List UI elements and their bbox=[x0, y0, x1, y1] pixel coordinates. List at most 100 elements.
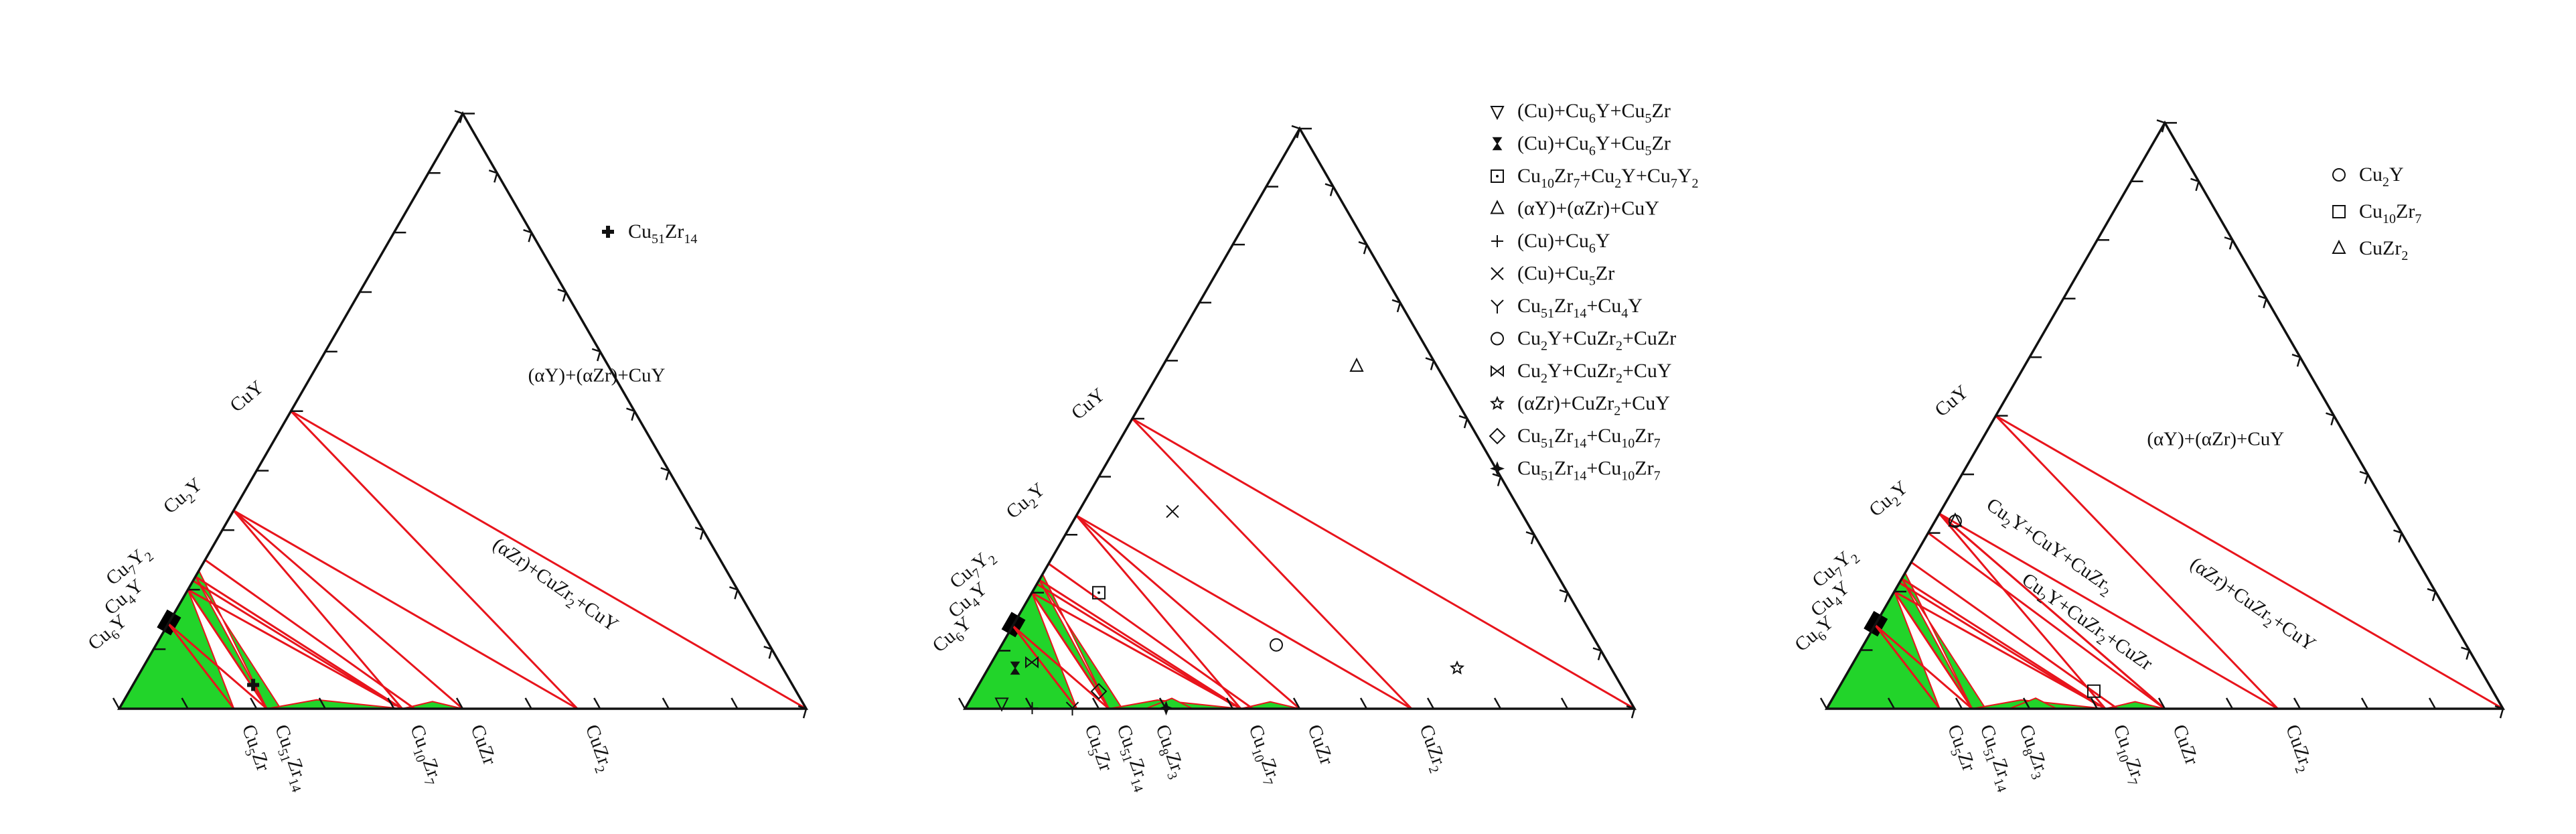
tie-line bbox=[1939, 512, 2279, 710]
right-tick bbox=[2190, 178, 2200, 192]
tie-line bbox=[1039, 579, 1241, 710]
legend-label: (αZr)+CuZr2+CuY bbox=[1517, 393, 1670, 419]
square-dot-marker bbox=[1092, 585, 1106, 600]
tie-line bbox=[192, 579, 396, 707]
bottom-tick bbox=[524, 697, 532, 709]
region-label: (αY)+(αZr)+CuY bbox=[528, 364, 666, 386]
legend-label: (αY)+(αZr)+CuY bbox=[1517, 198, 1659, 220]
tie-line bbox=[1075, 514, 1412, 710]
square-marker bbox=[2332, 205, 2346, 218]
region-label: (αZr)+CuZr2+CuY bbox=[487, 534, 623, 640]
right-tick bbox=[1324, 183, 1335, 196]
bowtie-marker bbox=[1491, 364, 1504, 378]
tie-line bbox=[1012, 625, 1110, 710]
tri-up-marker bbox=[2332, 239, 2346, 254]
bottom-tick bbox=[1292, 697, 1301, 709]
square-dot-marker bbox=[1491, 169, 1504, 183]
compound-label-bottom: CuZr bbox=[466, 721, 500, 768]
right-tick bbox=[2326, 412, 2335, 426]
circle-marker bbox=[2332, 168, 2346, 182]
tie-line bbox=[1901, 577, 2106, 710]
right-tick bbox=[1358, 240, 1368, 255]
legend-label: Cu2Y+CuZr2+CuZr bbox=[1517, 328, 1676, 354]
compound-label-bottom: Cu10Zr7 bbox=[1241, 721, 1286, 788]
star4-marker bbox=[1158, 701, 1174, 716]
legend-label: Cu10Zr7 bbox=[2359, 200, 2421, 226]
tie-line bbox=[290, 410, 579, 710]
bottom-tick bbox=[1025, 697, 1033, 709]
bottom-tick bbox=[1091, 697, 1100, 709]
compound-label-bottom: Cu5Zr bbox=[1077, 721, 1117, 775]
bottom-tick bbox=[1819, 697, 1828, 709]
y-shape-marker bbox=[1065, 701, 1079, 716]
bottom-tick bbox=[387, 697, 395, 709]
tri-up-marker bbox=[1948, 512, 1963, 527]
right-tick bbox=[1525, 531, 1535, 545]
region-label: Cu2Y+CuZr2+CuZr bbox=[2016, 569, 2156, 678]
compound-label-bottom: Cu10Zr7 bbox=[2105, 721, 2150, 788]
square-dot-marker bbox=[1496, 175, 1499, 178]
tie-line bbox=[167, 623, 235, 709]
tie-line bbox=[1939, 512, 2107, 709]
right-tick bbox=[2427, 587, 2437, 602]
star-marker bbox=[1489, 395, 1505, 410]
panel-c: CuYCu2YCu7Y2Cu4YCu6YCu5ZrCu51Zr14Cu10Zr7… bbox=[1791, 119, 2506, 794]
bowtie-marker bbox=[1025, 656, 1039, 669]
region-label: (αZr)+CuZr2+CuY bbox=[2184, 553, 2320, 659]
right-tick bbox=[2291, 354, 2301, 367]
compound-label-bottom: Cu51Zr14 bbox=[1109, 721, 1156, 794]
bottom-tick bbox=[2496, 697, 2504, 709]
tri-down-marker bbox=[1490, 106, 1505, 121]
legend-label: Cu51Zr14+Cu4Y bbox=[1517, 295, 1643, 321]
tie-line bbox=[1036, 583, 1235, 707]
compound-label-left: Cu4Y bbox=[1807, 577, 1856, 624]
legend-label: CuZr2 bbox=[2359, 237, 2408, 263]
tie-line bbox=[1910, 561, 2119, 710]
bottom-tick bbox=[1560, 697, 1569, 709]
legend-label: Cu2Y bbox=[2359, 163, 2404, 190]
compound-label-bottom: CuZr2 bbox=[1412, 721, 1452, 775]
legend-label: Cu2Y+CuZr2+CuY bbox=[1517, 360, 1672, 386]
bottom-tick bbox=[455, 697, 464, 709]
legend-label: (Cu)+Cu6Y bbox=[1517, 230, 1610, 256]
right-tick bbox=[763, 645, 773, 659]
tri-up-marker bbox=[1349, 357, 1364, 372]
compound-label-bottom: Cu51Zr14 bbox=[1972, 721, 2019, 794]
bottom-tick bbox=[2022, 697, 2031, 709]
right-tick bbox=[1559, 589, 1569, 603]
bottom-tick bbox=[1887, 697, 1896, 709]
bottom-tick bbox=[593, 697, 601, 709]
plus-marker bbox=[1026, 702, 1039, 715]
x-marker bbox=[1166, 504, 1179, 518]
star-marker bbox=[1449, 660, 1465, 675]
tie-line bbox=[167, 622, 268, 710]
tie-line bbox=[233, 509, 579, 710]
tie-line bbox=[232, 509, 463, 710]
bottom-tick bbox=[1627, 697, 1636, 709]
bottom-tick bbox=[2090, 697, 2099, 709]
compound-label-left: Cu6Y bbox=[929, 612, 978, 660]
right-tick bbox=[2258, 295, 2267, 309]
bottom-tick bbox=[2360, 697, 2369, 709]
legend-label: (Cu)+Cu5Zr bbox=[1517, 263, 1614, 289]
right-tick bbox=[2359, 470, 2369, 484]
tie-line bbox=[1131, 417, 1413, 710]
legend-label: Cu10Zr7+Cu2Y+Cu7Y2 bbox=[1517, 165, 1699, 191]
tie-line bbox=[1075, 514, 1242, 709]
bottom-tick bbox=[250, 697, 258, 709]
compound-label-bottom: Cu51Zr14 bbox=[267, 721, 313, 794]
right-tick bbox=[523, 228, 532, 242]
bottom-tick bbox=[1955, 697, 1963, 709]
plus-marker bbox=[1491, 235, 1503, 247]
right-tick bbox=[454, 110, 464, 123]
compound-label-bottom: Cu5Zr bbox=[1939, 721, 1979, 775]
right-tick bbox=[626, 407, 635, 421]
compound-label-left: Cu4Y bbox=[100, 575, 150, 622]
right-tick bbox=[1291, 125, 1301, 139]
tri-down-marker bbox=[994, 697, 1009, 712]
panel-a: CuYCu2YCu7Y2Cu4YCu6YCu5ZrCu51Zr14Cu10Zr7… bbox=[84, 110, 809, 794]
tie-line bbox=[1939, 512, 2166, 710]
bottom-tick bbox=[2293, 697, 2301, 709]
right-tick bbox=[1425, 357, 1435, 370]
